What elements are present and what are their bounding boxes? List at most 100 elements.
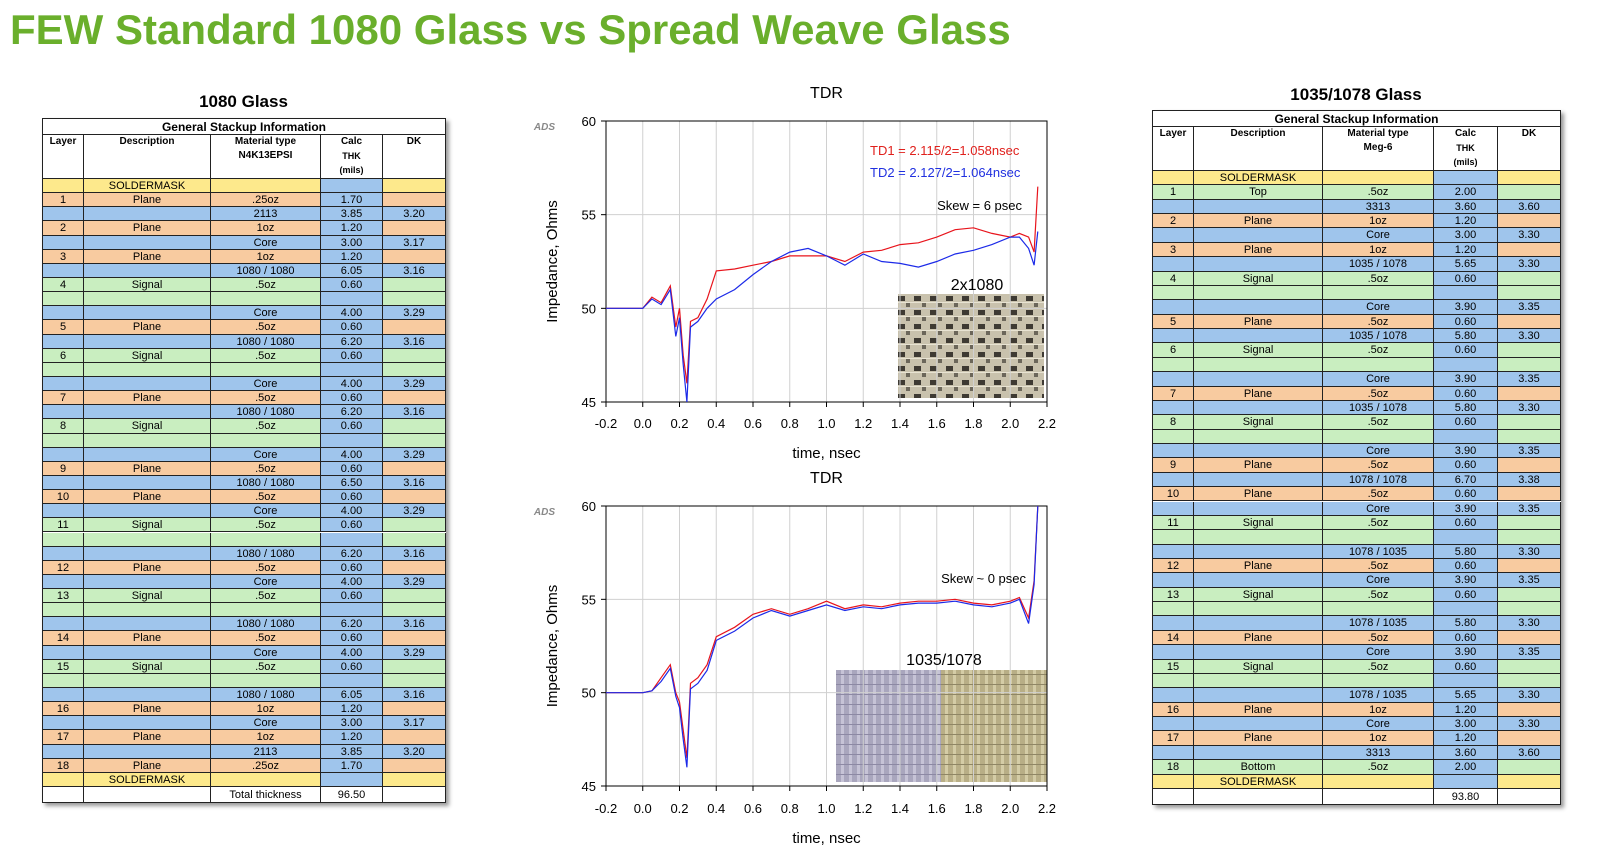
table-cell: 2 [43,221,84,236]
table-cell: Plane [84,490,211,505]
table-cell [321,292,383,307]
table-cell: 3.90 [1434,372,1498,387]
table-cell: 3.16 [383,688,446,703]
table-cell [383,490,446,505]
ads-logo: ADS [533,507,555,518]
table-cell [383,659,446,674]
x-tick-label: 1.4 [891,801,909,816]
table-cell: 1035 / 1078 [1323,400,1434,416]
x-tick-label: 0.2 [670,416,688,431]
table-cell: Plane [1194,214,1323,229]
table-cell: Plane [1194,242,1323,258]
table-cell [383,560,446,575]
table-cell: 11 [1153,515,1194,531]
table-cell: SOLDERMASK [84,179,211,194]
table-cell [43,433,84,448]
table-cell [1323,530,1434,545]
column-name: Calc [340,136,363,147]
x-tick-label: 2.2 [1038,801,1056,816]
x-tick-label: 1.2 [854,416,872,431]
table-cell: SOLDERMASK [1194,171,1323,186]
table-cell [1153,688,1194,703]
table-cell: .5oz [1323,314,1434,330]
x-tick-label: 0.0 [634,801,652,816]
table-cell: Signal [84,277,211,293]
table-cell: 3.16 [383,263,446,278]
table-cell: 3.30 [1498,544,1561,559]
table-cell [1153,257,1194,272]
table-cell: .5oz [211,461,321,476]
table-cell: 2113 [211,207,321,222]
table-cell: 3.16 [383,617,446,632]
table-cell: 3.35 [1498,300,1561,315]
table-cell: 4.00 [321,504,383,519]
table-cell: Core [1323,372,1434,387]
table-cell [1194,616,1323,631]
table-cell: Signal [1194,659,1323,674]
x-tick-label: 1.0 [817,801,835,816]
column-header: Layer [1153,127,1194,171]
table-cell [1153,199,1194,215]
slide-title: FEW Standard 1080 Glass vs Spread Weave … [10,6,1011,53]
table-cell: 3.29 [383,376,446,392]
table-cell: Plane [1194,386,1323,401]
table-cell: Signal [1194,515,1323,531]
y-tick-label: 55 [582,592,596,607]
table-cell [1153,400,1194,416]
table-cell [1194,573,1323,588]
table-cell: Core [211,574,321,590]
table-cell: 5.65 [1434,257,1498,272]
footer-cell: 93.80 [1434,788,1498,805]
table-cell [84,376,211,392]
column-header: Description [1194,127,1323,171]
unit-label: (mils) [1453,157,1478,167]
table-cell [1498,760,1561,775]
table-cell: Core [211,376,321,392]
table-cell [84,292,211,307]
table-cell: 0.60 [1434,515,1498,531]
x-axis-label: time, nsec [792,445,861,462]
table-cell: 16 [1153,702,1194,718]
table-cell: 0.60 [1434,343,1498,358]
table-cell [84,546,211,561]
table-cell: 3.60 [1498,199,1561,215]
table-cell [1498,185,1561,200]
table-cell [1194,429,1323,445]
table-cell [1498,602,1561,617]
table-cell: .5oz [211,419,321,434]
table-cell [1434,357,1498,373]
table-cell: Core [1323,645,1434,660]
table-cell [383,673,446,689]
table-cell [321,362,383,377]
glass-photo [898,294,1044,398]
table-cell [1194,745,1323,761]
table-cell [211,603,321,618]
table-cell: 1.20 [321,730,383,745]
table-cell [383,758,446,773]
column-name: Description [119,136,175,147]
table-cell: 0.60 [1434,314,1498,330]
table-cell [211,673,321,689]
tdr-line [606,505,1039,768]
table-cell: 13 [43,589,84,604]
table-cell: 0.60 [321,589,383,604]
table-cell [84,405,211,420]
table-cell: 0.60 [321,348,383,363]
table-cell: Plane [84,461,211,476]
table-cell [1323,774,1434,789]
table-cell: 4.00 [321,645,383,660]
table-cell [1498,415,1561,430]
table-cell: 7 [1153,386,1194,401]
table-cell [1434,530,1498,545]
table-cell: Core [211,645,321,660]
table-cell: 3.29 [383,504,446,519]
table-cell: Core [1323,300,1434,315]
table-cell: 3.30 [1498,228,1561,243]
column-header: Material type N4K13EPSI [211,135,321,179]
table-cell [43,334,84,349]
table-cell: 3.00 [321,235,383,250]
table-cell: 3.35 [1498,501,1561,516]
table-cell: Core [211,306,321,321]
table-cell [383,461,446,476]
table-cell: 3.00 [1434,717,1498,732]
